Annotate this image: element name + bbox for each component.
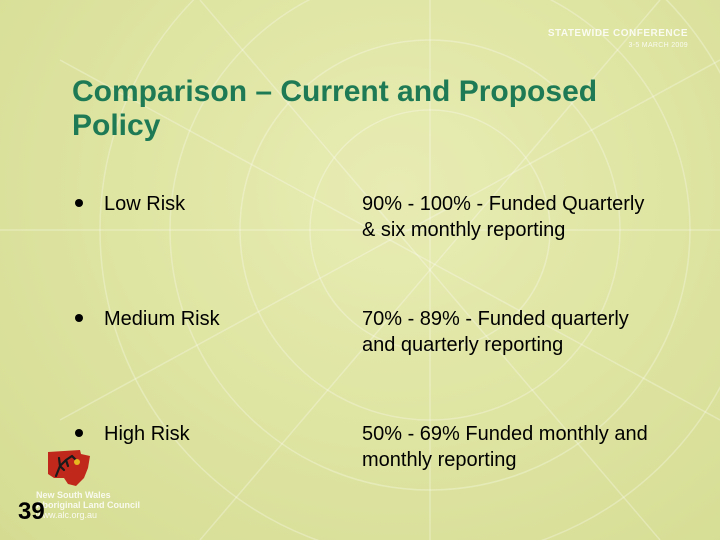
bullet-icon — [75, 199, 83, 207]
bullet-icon — [75, 429, 83, 437]
logo-website: www.alc.org.au — [36, 510, 98, 520]
risk-label: Low Risk — [104, 193, 186, 215]
slide-title: Comparison – Current and Proposed Policy — [72, 75, 598, 142]
risk-detail: 70% - 89% - Funded quarterly and quarter… — [362, 308, 629, 356]
land-council-logo-icon — [48, 450, 90, 486]
risk-detail: 50% - 69% Funded monthly and monthly rep… — [362, 423, 648, 471]
logo-text: New South Wales Aboriginal Land Council … — [36, 490, 140, 520]
logo-line1: New South Wales — [36, 490, 111, 500]
bullet-icon — [75, 314, 83, 322]
conference-badge: STATEWIDE CONFERENCE 3-5 MARCH 2009 — [548, 28, 688, 49]
conference-name: STATEWIDE CONFERENCE — [547, 28, 688, 39]
risk-label: Medium Risk — [104, 308, 220, 330]
risk-detail: 90% - 100% - Funded Quarterly & six mont… — [362, 193, 645, 241]
slide-number: 39 — [18, 498, 45, 525]
conference-date: 3-5 MARCH 2009 — [628, 42, 688, 49]
logo-line2: Aboriginal Land Council — [36, 500, 140, 510]
risk-label: High Risk — [104, 423, 190, 445]
